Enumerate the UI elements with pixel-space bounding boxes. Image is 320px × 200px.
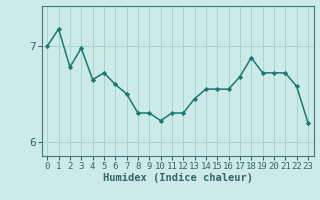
X-axis label: Humidex (Indice chaleur): Humidex (Indice chaleur) (103, 173, 252, 183)
